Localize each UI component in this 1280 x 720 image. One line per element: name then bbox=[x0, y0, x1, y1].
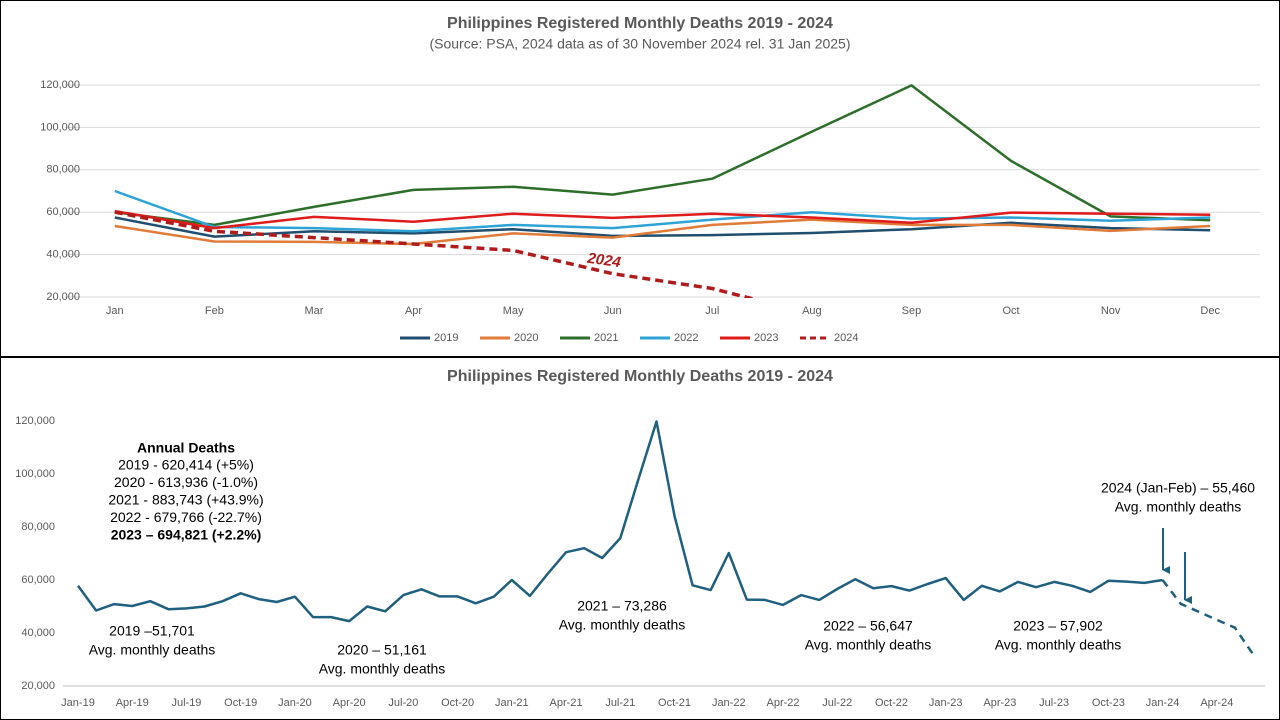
x-tick-label: Jul-23 bbox=[1039, 697, 1069, 709]
x-tick-label: Jan-24 bbox=[1146, 697, 1180, 709]
x-tick-label: Jul-22 bbox=[822, 697, 852, 709]
y-tick-label: 80,000 bbox=[21, 521, 55, 533]
x-tick-label: Jan-19 bbox=[61, 697, 95, 709]
x-tick-label: Aug bbox=[802, 305, 822, 317]
series-line bbox=[114, 218, 1211, 246]
chart-top: Philippines Registered Monthly Deaths 20… bbox=[0, 0, 1280, 357]
y-tick-label: 20,000 bbox=[46, 291, 80, 303]
annual-title: Annual Deaths bbox=[137, 440, 235, 456]
x-tick-label: Apr-23 bbox=[983, 697, 1016, 709]
y-tick-label: 120,000 bbox=[40, 79, 80, 91]
x-tick-label: Apr-21 bbox=[550, 697, 583, 709]
series-line bbox=[1161, 579, 1255, 655]
annual-line: 2021 - 883,743 (+43.9%) bbox=[108, 492, 263, 508]
x-tick-label: Oct-23 bbox=[1092, 697, 1125, 709]
x-tick-label: Jul-21 bbox=[605, 697, 635, 709]
annotation: Avg. monthly deaths bbox=[559, 617, 686, 633]
x-tick-label: Oct-19 bbox=[224, 697, 257, 709]
series-line bbox=[114, 210, 757, 298]
x-tick-label: Dec bbox=[1200, 305, 1220, 317]
y-tick-label: 40,000 bbox=[46, 249, 80, 261]
x-tick-label: Feb bbox=[205, 305, 224, 317]
legend-label: 2020 bbox=[514, 332, 538, 344]
x-tick-label: Nov bbox=[1101, 305, 1121, 317]
y-tick-label: 80,000 bbox=[46, 164, 80, 176]
annotation: Avg. monthly deaths bbox=[995, 637, 1122, 653]
x-tick-label: Apr-24 bbox=[1200, 697, 1233, 709]
annotation: Avg. monthly deaths bbox=[319, 661, 446, 677]
x-tick-label: Mar bbox=[304, 305, 323, 317]
annual-line: 2020 - 613,936 (-1.0%) bbox=[114, 474, 258, 490]
x-tick-label: Oct-21 bbox=[658, 697, 691, 709]
panel-border bbox=[0, 0, 1280, 357]
x-tick-label: Jan-22 bbox=[712, 697, 746, 709]
x-tick-label: Oct-20 bbox=[441, 697, 474, 709]
legend-label: 2022 bbox=[674, 332, 698, 344]
x-tick-label: Jul-19 bbox=[171, 697, 201, 709]
annotation: 2020 – 51,161 bbox=[337, 642, 427, 658]
annotation: Avg. monthly deaths bbox=[89, 642, 216, 658]
annotation: 2023 – 57,902 bbox=[1013, 618, 1103, 634]
chart-subtitle: (Source: PSA, 2024 data as of 30 Novembe… bbox=[429, 36, 850, 52]
y-tick-label: 100,000 bbox=[15, 468, 55, 480]
legend-label: 2023 bbox=[754, 332, 778, 344]
annotation: 2024 (Jan-Feb) – 55,460 bbox=[1101, 480, 1255, 496]
chart-bottom: Philippines Registered Monthly Deaths 20… bbox=[0, 357, 1280, 720]
series-line bbox=[114, 189, 1211, 233]
y-tick-label: 120,000 bbox=[15, 415, 55, 427]
x-tick-label: Jul-20 bbox=[388, 697, 418, 709]
y-tick-label: 20,000 bbox=[21, 680, 55, 692]
x-tick-label: Oct-22 bbox=[875, 697, 908, 709]
y-tick-label: 40,000 bbox=[21, 627, 55, 639]
x-tick-label: Oct bbox=[1002, 305, 1019, 317]
x-tick-label: Apr-22 bbox=[766, 697, 799, 709]
x-tick-label: Apr-20 bbox=[333, 697, 366, 709]
x-tick-label: Jan-21 bbox=[495, 697, 529, 709]
annual-line: 2019 - 620,414 (+5%) bbox=[118, 457, 254, 473]
x-tick-label: Apr bbox=[405, 305, 422, 317]
legend-label: 2019 bbox=[434, 332, 458, 344]
series-line bbox=[114, 84, 1211, 227]
annotation: Avg. monthly deaths bbox=[805, 637, 932, 653]
annotation: 2021 – 73,286 bbox=[577, 598, 667, 614]
chart-title: Philippines Registered Monthly Deaths 20… bbox=[447, 15, 833, 32]
y-tick-label: 60,000 bbox=[21, 574, 55, 586]
chart-title: Philippines Registered Monthly Deaths 20… bbox=[447, 368, 833, 385]
legend-label: 2021 bbox=[594, 332, 618, 344]
y-tick-label: 60,000 bbox=[46, 206, 80, 218]
series-line bbox=[76, 420, 1163, 623]
y-tick-label: 100,000 bbox=[40, 121, 80, 133]
series-line bbox=[114, 216, 1211, 238]
annual-line: 2022 - 679,766 (-22.7%) bbox=[110, 509, 262, 525]
x-tick-label: May bbox=[503, 305, 524, 317]
series-line bbox=[114, 209, 1211, 230]
annotation: 2024 bbox=[585, 250, 622, 272]
x-tick-label: Jan-23 bbox=[929, 697, 963, 709]
x-tick-label: Sep bbox=[902, 305, 922, 317]
x-tick-label: Jan bbox=[106, 305, 124, 317]
x-tick-label: Jan-20 bbox=[278, 697, 312, 709]
annotation: 2019 –51,701 bbox=[109, 623, 195, 639]
annual-line: 2023 – 694,821 (+2.2%) bbox=[111, 527, 262, 543]
annotation: Avg. monthly deaths bbox=[1115, 499, 1242, 515]
x-tick-label: Apr-19 bbox=[116, 697, 149, 709]
x-tick-label: Jul bbox=[705, 305, 719, 317]
legend-label: 2024 bbox=[834, 332, 858, 344]
annotation: 2022 – 56,647 bbox=[823, 618, 913, 634]
x-tick-label: Jun bbox=[604, 305, 622, 317]
